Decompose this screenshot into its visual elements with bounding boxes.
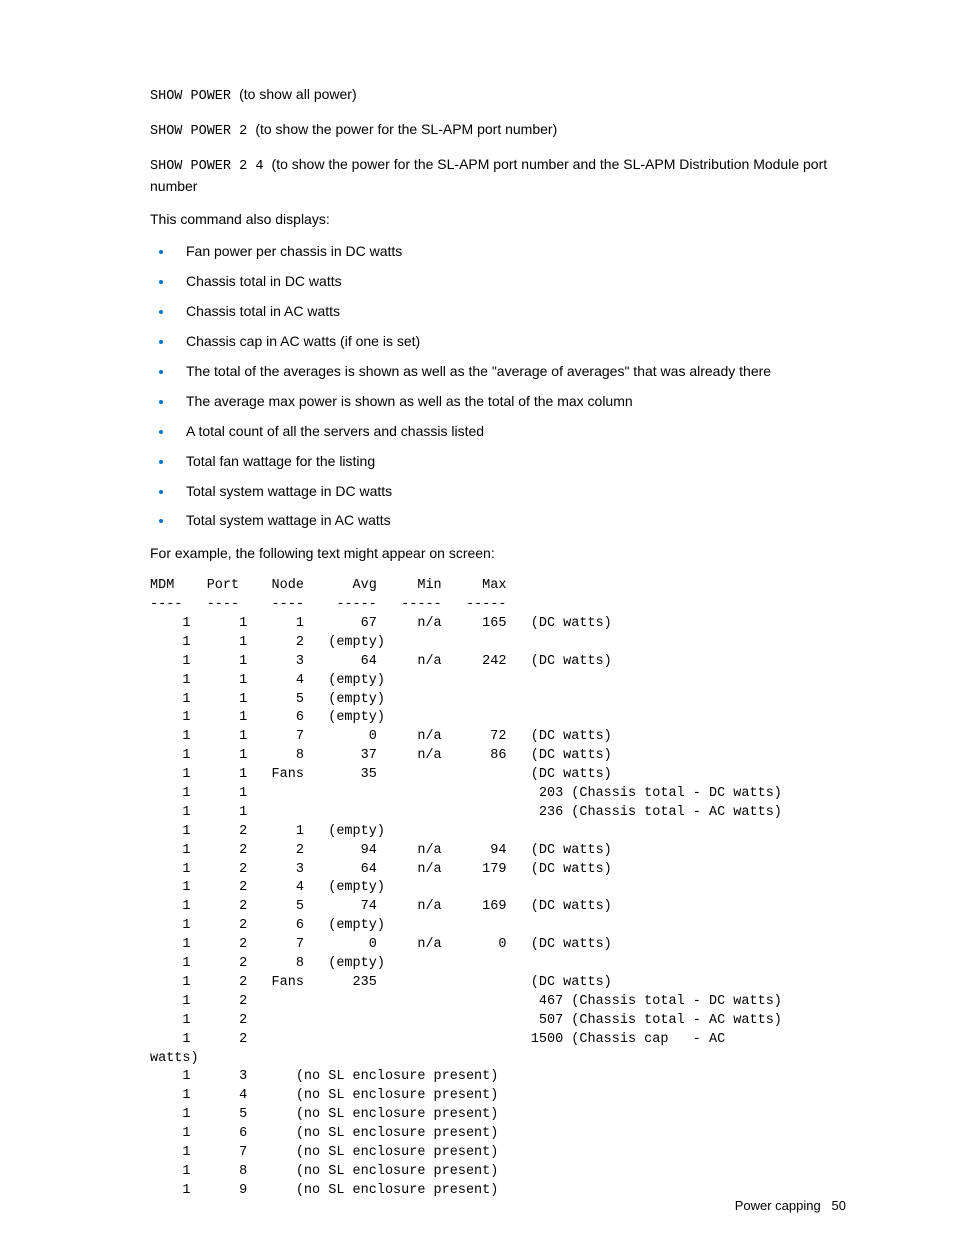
list-item: The average max power is shown as well a… — [174, 392, 846, 411]
list-item: Total system wattage in DC watts — [174, 482, 846, 501]
list-item: Chassis total in DC watts — [174, 272, 846, 291]
power-output-table: MDM Port Node Avg Min Max ---- ---- ----… — [150, 577, 846, 1200]
list-item: A total count of all the servers and cha… — [174, 422, 846, 441]
list-item: Total system wattage in AC watts — [174, 511, 846, 530]
para-show-power-2-4: SHOW POWER 2 4 (to show the power for th… — [150, 155, 846, 195]
document-page: SHOW POWER (to show all power) SHOW POWE… — [0, 0, 954, 1241]
desc-show-power-2: (to show the power for the SL-APM port n… — [255, 121, 557, 137]
list-item: Chassis total in AC watts — [174, 302, 846, 321]
cmd-show-power: SHOW POWER — [150, 89, 239, 104]
para-also-displays: This command also displays: — [150, 210, 846, 229]
para-show-power-2: SHOW POWER 2 (to show the power for the … — [150, 120, 846, 141]
footer-page-number: 50 — [832, 1198, 846, 1213]
footer-section: Power capping — [735, 1198, 821, 1213]
list-item: Chassis cap in AC watts (if one is set) — [174, 332, 846, 351]
list-item: Fan power per chassis in DC watts — [174, 242, 846, 261]
cmd-show-power-2-4: SHOW POWER 2 4 — [150, 159, 272, 174]
list-item: Total fan wattage for the listing — [174, 452, 846, 471]
para-example-intro: For example, the following text might ap… — [150, 544, 846, 563]
list-item: The total of the averages is shown as we… — [174, 362, 846, 381]
para-show-power: SHOW POWER (to show all power) — [150, 85, 846, 106]
bullet-list: Fan power per chassis in DC watts Chassi… — [150, 242, 846, 530]
desc-show-power: (to show all power) — [239, 86, 357, 102]
cmd-show-power-2: SHOW POWER 2 — [150, 124, 255, 139]
page-footer: Power capping 50 — [735, 1198, 846, 1213]
